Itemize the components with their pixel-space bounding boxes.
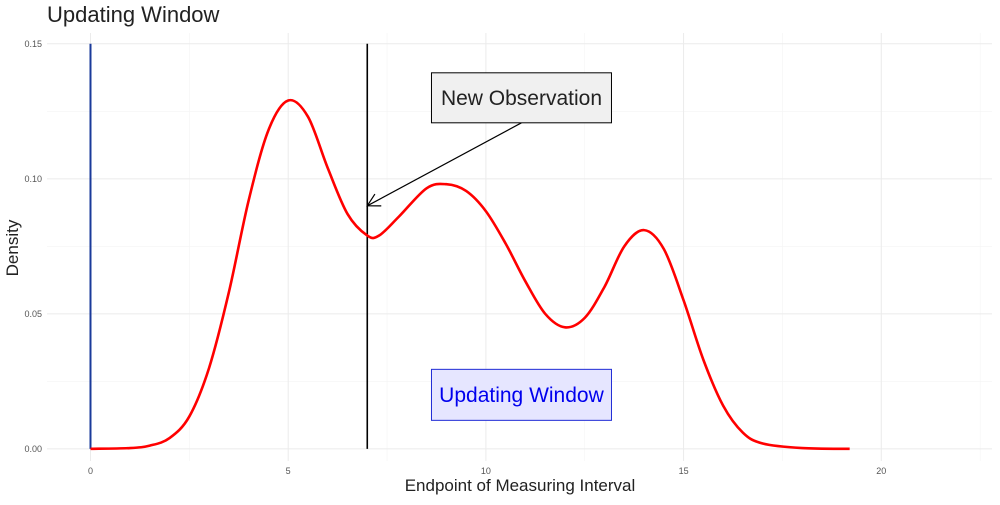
updating-window-box — [430, 368, 612, 421]
y-tick-label: 0.00 — [24, 444, 42, 454]
tick-labels: 0 5 10 15 20 0.00 0.05 0.10 0.15 — [24, 39, 886, 476]
x-axis-title: Endpoint of Measuring Interval — [405, 476, 636, 495]
annotations: New Observation Updating Window — [366, 72, 612, 421]
y-tick-label: 0.15 — [24, 39, 42, 49]
x-tick-label: 0 — [88, 466, 93, 476]
x-tick-label: 5 — [286, 466, 291, 476]
x-tick-label: 10 — [481, 466, 491, 476]
x-tick-label: 20 — [876, 466, 886, 476]
density-curve — [90, 98, 850, 451]
y-axis-title: Density — [3, 219, 22, 276]
annotation-arrowhead — [366, 193, 382, 207]
x-tick-label: 15 — [679, 466, 689, 476]
vertical-lines — [89, 43, 369, 449]
annotation-arrow — [366, 122, 522, 207]
new-observation-box — [430, 72, 612, 124]
updating-window-label: Updating Window — [439, 384, 604, 407]
series-layer — [90, 98, 850, 451]
y-tick-label: 0.10 — [24, 174, 42, 184]
new-observation-label: New Observation — [441, 87, 602, 110]
chart-title: Updating Window — [47, 2, 220, 27]
y-tick-label: 0.05 — [24, 309, 42, 319]
